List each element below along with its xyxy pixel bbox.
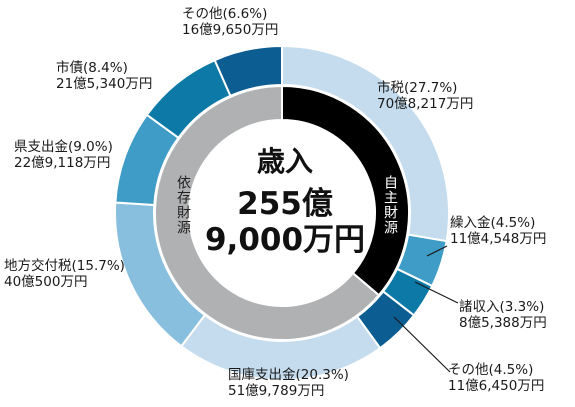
label-shisai: 市債(8.4%) 21億5,340万円 [56,60,152,92]
leader-sonota-own [393,316,451,373]
chart-title: 歳入 [256,145,313,178]
label-shisai-name: 市債(8.4%) [56,60,128,76]
inner-ring [154,84,410,341]
inner-slice-1 [154,84,381,341]
label-kenshishutsu-amount: 22億9,118万円 [14,155,111,171]
label-kenshishutsu: 県支出金(9.0%) 22億9,118万円 [14,139,113,171]
leader-kuriirekin [426,245,448,257]
label-shoshunyu-amount: 8億5,388万円 [459,315,547,331]
label-chihokofuzei: 地方交付税(15.7%) 40億500万円 [4,258,125,290]
label-shisai-amount: 21億5,340万円 [56,76,153,92]
label-chihokofuzei-amount: 40億500万円 [4,274,88,290]
label-kuriirekin-amount: 11億4,548万円 [450,231,547,247]
label-shizei-name: 市税(27.7%) [377,80,458,96]
label-chihokofuzei-name: 地方交付税(15.7%) [4,258,125,274]
leader-shoshunyu [414,281,459,304]
label-kokko-amount: 51億9,789万円 [228,383,325,399]
label-sonota-own-name: その他(4.5%) [448,362,534,378]
label-shoshunyu-name: 諸収入(3.3%) [459,299,545,315]
inner-label-dependent-revenue: 依存財源 [175,175,191,235]
label-sonota-dep: その他(6.6%) 16億9,650万円 [182,6,278,38]
label-kuriirekin-name: 繰入金(4.5%) [450,215,536,231]
inner-label-own-revenue: 自主財源 [382,175,398,235]
label-kokko-name: 国庫支出金(20.3%) [228,367,349,383]
total-amount-line2: 9,000万円 [204,222,366,258]
label-sonota-dep-amount: 16億9,650万円 [182,22,279,38]
label-sonota-own: その他(4.5%) 11億6,450万円 [448,362,544,394]
label-kuriirekin: 繰入金(4.5%) 11億4,548万円 [450,215,546,247]
label-shizei: 市税(27.7%) 70億8,217万円 [377,80,473,112]
label-sonota-dep-name: その他(6.6%) [182,6,268,22]
leader-lines [393,245,459,373]
label-shoshunyu: 諸収入(3.3%) 8億5,388万円 [459,299,547,331]
total-amount-line1: 255億 [237,186,333,222]
label-kokko: 国庫支出金(20.3%) 51億9,789万円 [228,367,349,399]
label-sonota-own-amount: 11億6,450万円 [448,378,545,394]
label-shizei-amount: 70億8,217万円 [377,96,474,112]
label-kenshishutsu-name: 県支出金(9.0%) [14,139,113,155]
